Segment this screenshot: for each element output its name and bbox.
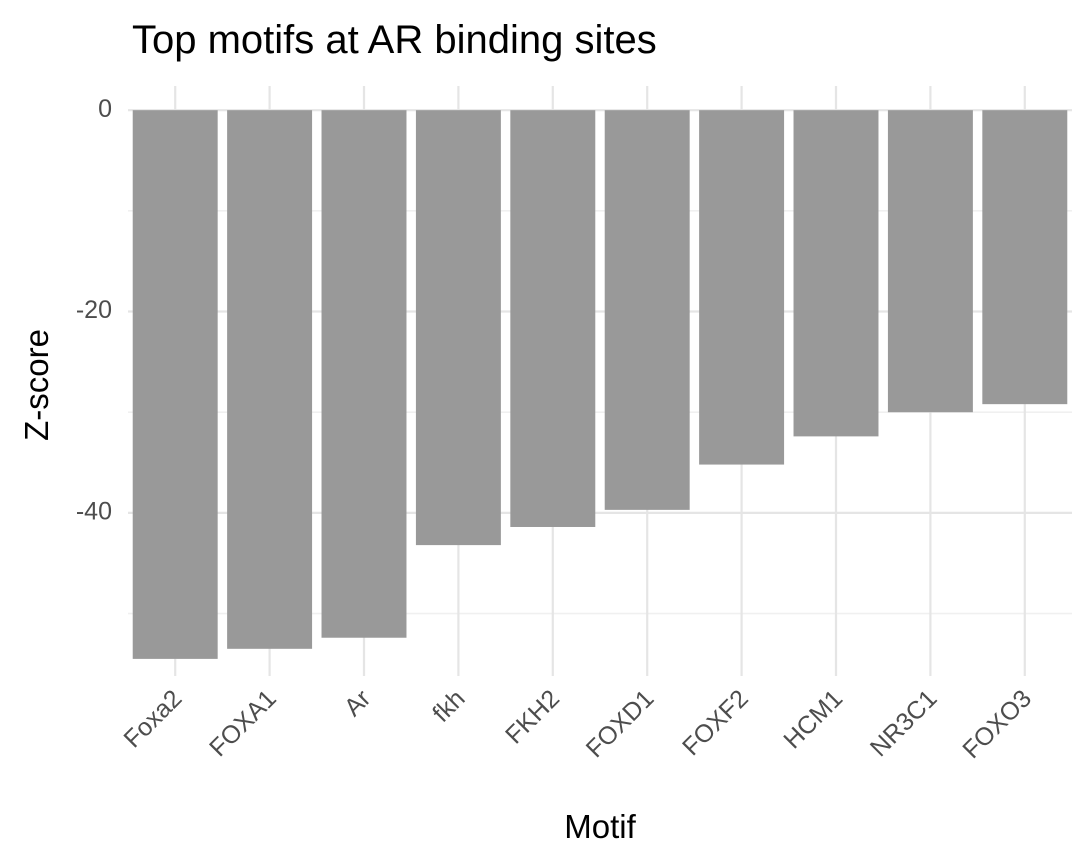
bar-foxa1 — [227, 110, 313, 649]
bars — [132, 110, 1068, 659]
x-tick-label: fkh — [427, 684, 470, 727]
bar-fkh — [415, 110, 501, 546]
y-axis-title: Z-score — [18, 329, 55, 441]
x-axis-ticks: Foxa2 FOXA1 Ar fkh FKH2 FOXD1 FOXF2 HCM1 NR3C1 FO… — [119, 684, 1038, 764]
bar-hcm1 — [793, 110, 879, 437]
bar-foxf2 — [699, 110, 785, 465]
x-tick-label: FOXO3 — [957, 684, 1037, 764]
x-tick-label: FOXF2 — [677, 684, 754, 761]
x-tick-label: FOXA1 — [204, 684, 282, 762]
x-axis-title: Motif — [564, 808, 636, 845]
bar-foxd1 — [604, 110, 690, 510]
bar-fkh2 — [510, 110, 596, 527]
bar-ar — [321, 110, 407, 638]
y-axis-ticks: 0 -20 -40 — [76, 95, 112, 526]
y-tick-label: -20 — [76, 296, 112, 324]
x-tick-label: Foxa2 — [119, 684, 188, 753]
bar-nr3c1 — [887, 110, 973, 413]
y-tick-label: -40 — [76, 498, 112, 526]
chart-title: Top motifs at AR binding sites — [132, 18, 657, 62]
bar-foxa2 — [132, 110, 218, 659]
x-tick-label: HCM1 — [778, 684, 848, 754]
x-tick-label: Ar — [339, 684, 376, 721]
x-tick-label: FOXD1 — [581, 684, 660, 763]
x-tick-label: FKH2 — [500, 684, 565, 749]
y-tick-label: 0 — [98, 95, 112, 123]
x-tick-label: NR3C1 — [865, 684, 943, 762]
bar-foxo3 — [982, 110, 1068, 405]
